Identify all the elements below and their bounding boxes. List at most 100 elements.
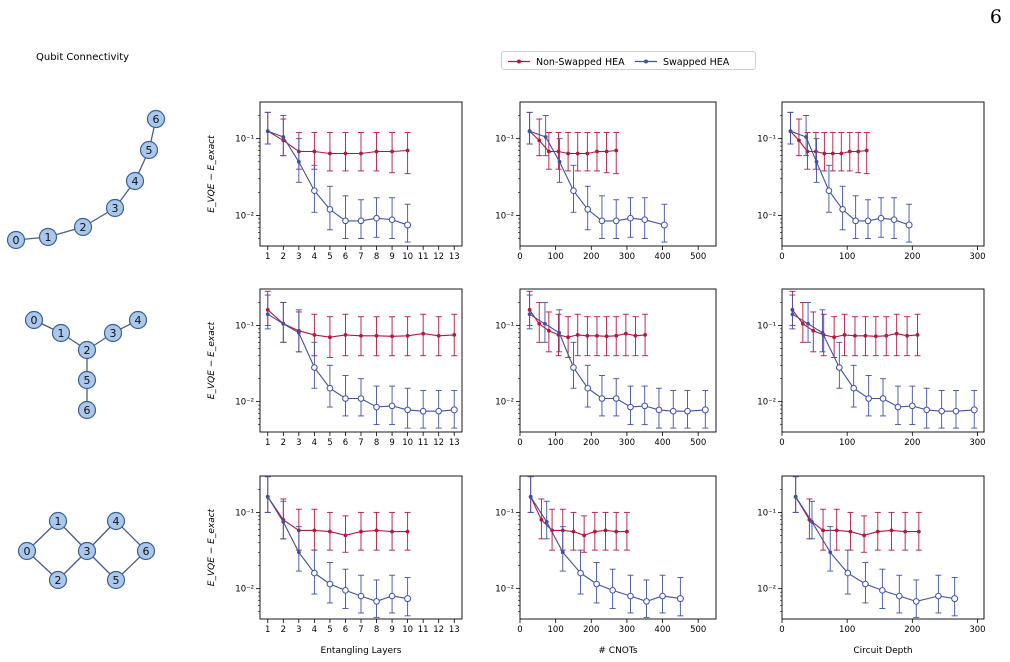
data-point: [836, 364, 843, 371]
graph-node-2: [48, 570, 68, 590]
data-point: [864, 217, 872, 225]
graph-node-3: [105, 198, 125, 218]
data-point: [805, 149, 810, 154]
data-point: [452, 333, 457, 337]
series-line: [529, 313, 706, 412]
plot-frame: [259, 475, 463, 620]
y-tick-label: 10⁻²: [235, 211, 254, 221]
data-point: [404, 595, 412, 603]
x-tick-label: 2: [281, 625, 286, 635]
data-point: [528, 494, 533, 499]
series-swapped: [792, 476, 959, 618]
plot-r1-c2: 10⁻¹ 10⁻² 0 100 200 300 400 500: [495, 101, 717, 262]
graph-node-label: 6: [143, 545, 150, 558]
data-point: [312, 333, 317, 337]
x-tick-label: 3: [296, 438, 301, 448]
data-point: [821, 528, 825, 533]
data-point: [537, 321, 542, 326]
data-point: [556, 149, 561, 154]
graph-node-label: 5: [146, 144, 153, 157]
graph-node-3: [103, 323, 123, 343]
data-point: [584, 206, 592, 213]
graph-node-label: 2: [55, 574, 62, 587]
graph-node-6: [77, 400, 97, 420]
graph-node-5: [139, 140, 159, 160]
series-line: [530, 496, 627, 536]
plot-r2-c1: 10⁻¹10⁻²1 2 3 4 5 6 7 8 9 10 11 12 13E_VQE − E_exact: [207, 288, 463, 448]
data-point: [571, 529, 576, 534]
data-point: [889, 528, 894, 533]
data-point: [788, 129, 793, 134]
data-point: [388, 592, 396, 600]
x-tick-label: 500: [690, 438, 706, 448]
data-point: [890, 216, 898, 224]
data-point: [390, 334, 394, 339]
x-tick-label: 10: [402, 252, 413, 262]
data-point: [342, 395, 349, 402]
data-point: [865, 395, 872, 402]
graph-node-5: [106, 570, 126, 590]
data-point: [296, 159, 301, 164]
data-point: [834, 528, 839, 533]
y-tick-label: 10⁻²: [495, 211, 514, 221]
graph-node-label: 4: [132, 175, 139, 188]
y-tick-label: 10⁻¹: [235, 135, 254, 145]
series-line: [267, 309, 455, 338]
data-point: [296, 149, 301, 154]
x-tick-label: 1: [265, 252, 270, 262]
data-point: [863, 333, 868, 338]
x-axis-title-1: Entangling Layers: [321, 646, 402, 656]
data-point: [797, 138, 801, 143]
data-point: [527, 312, 532, 317]
series-line: [795, 496, 919, 536]
data-point: [557, 330, 562, 335]
x-tick-label: 0: [517, 252, 522, 262]
series-swapped: [526, 294, 709, 429]
graph-node-1: [48, 511, 68, 531]
legend-label-0: Non-Swapped HEA: [536, 57, 625, 68]
plot-frame: [781, 101, 985, 247]
legend-label-1: Swapped HEA: [663, 57, 730, 68]
data-point: [265, 129, 270, 134]
data-point: [593, 580, 600, 588]
data-point: [359, 333, 363, 338]
series-line: [267, 130, 408, 226]
data-point: [842, 333, 847, 337]
series-line: [529, 309, 646, 338]
data-point: [296, 550, 301, 555]
data-point: [875, 529, 880, 534]
graph-edge: [134, 149, 150, 182]
series-line: [792, 313, 975, 412]
data-point: [450, 406, 458, 414]
x-axis-title-3: Circuit Depth: [853, 646, 912, 656]
graph-edge: [115, 550, 147, 581]
graph-edge: [112, 319, 139, 334]
data-point: [844, 569, 852, 577]
page-number: 6: [989, 6, 1002, 28]
graph-node-4: [125, 171, 145, 191]
x-tick-label: 7: [358, 625, 363, 635]
graph-edge: [86, 332, 114, 351]
series-non-swapped: [789, 290, 921, 358]
graph-edge: [82, 207, 116, 228]
data-point: [612, 395, 620, 402]
graph-edge: [86, 550, 117, 581]
data-point: [436, 333, 441, 338]
x-tick-label: 8: [374, 252, 379, 262]
graph-edge: [47, 226, 84, 238]
graph-node-label: 3: [112, 202, 119, 215]
data-point: [895, 592, 903, 600]
graph-edge: [57, 520, 88, 552]
legend-marker-1: [644, 59, 648, 64]
data-point: [312, 528, 317, 533]
connectivity-graphs: 0 1 2 3 4 5 6 0 1 2 3 4 5 6 0 1 2 3 4 5 6: [6, 109, 166, 590]
y-tick-label: 10⁻¹: [235, 321, 254, 331]
graph-edge: [57, 550, 88, 581]
data-point: [328, 529, 332, 534]
data-point: [357, 395, 365, 402]
data-point: [951, 595, 959, 603]
data-point: [566, 151, 571, 156]
x-tick-label: 200: [904, 252, 920, 262]
x-tick-label: 3: [296, 625, 301, 635]
x-tick-label: 4: [312, 625, 317, 635]
